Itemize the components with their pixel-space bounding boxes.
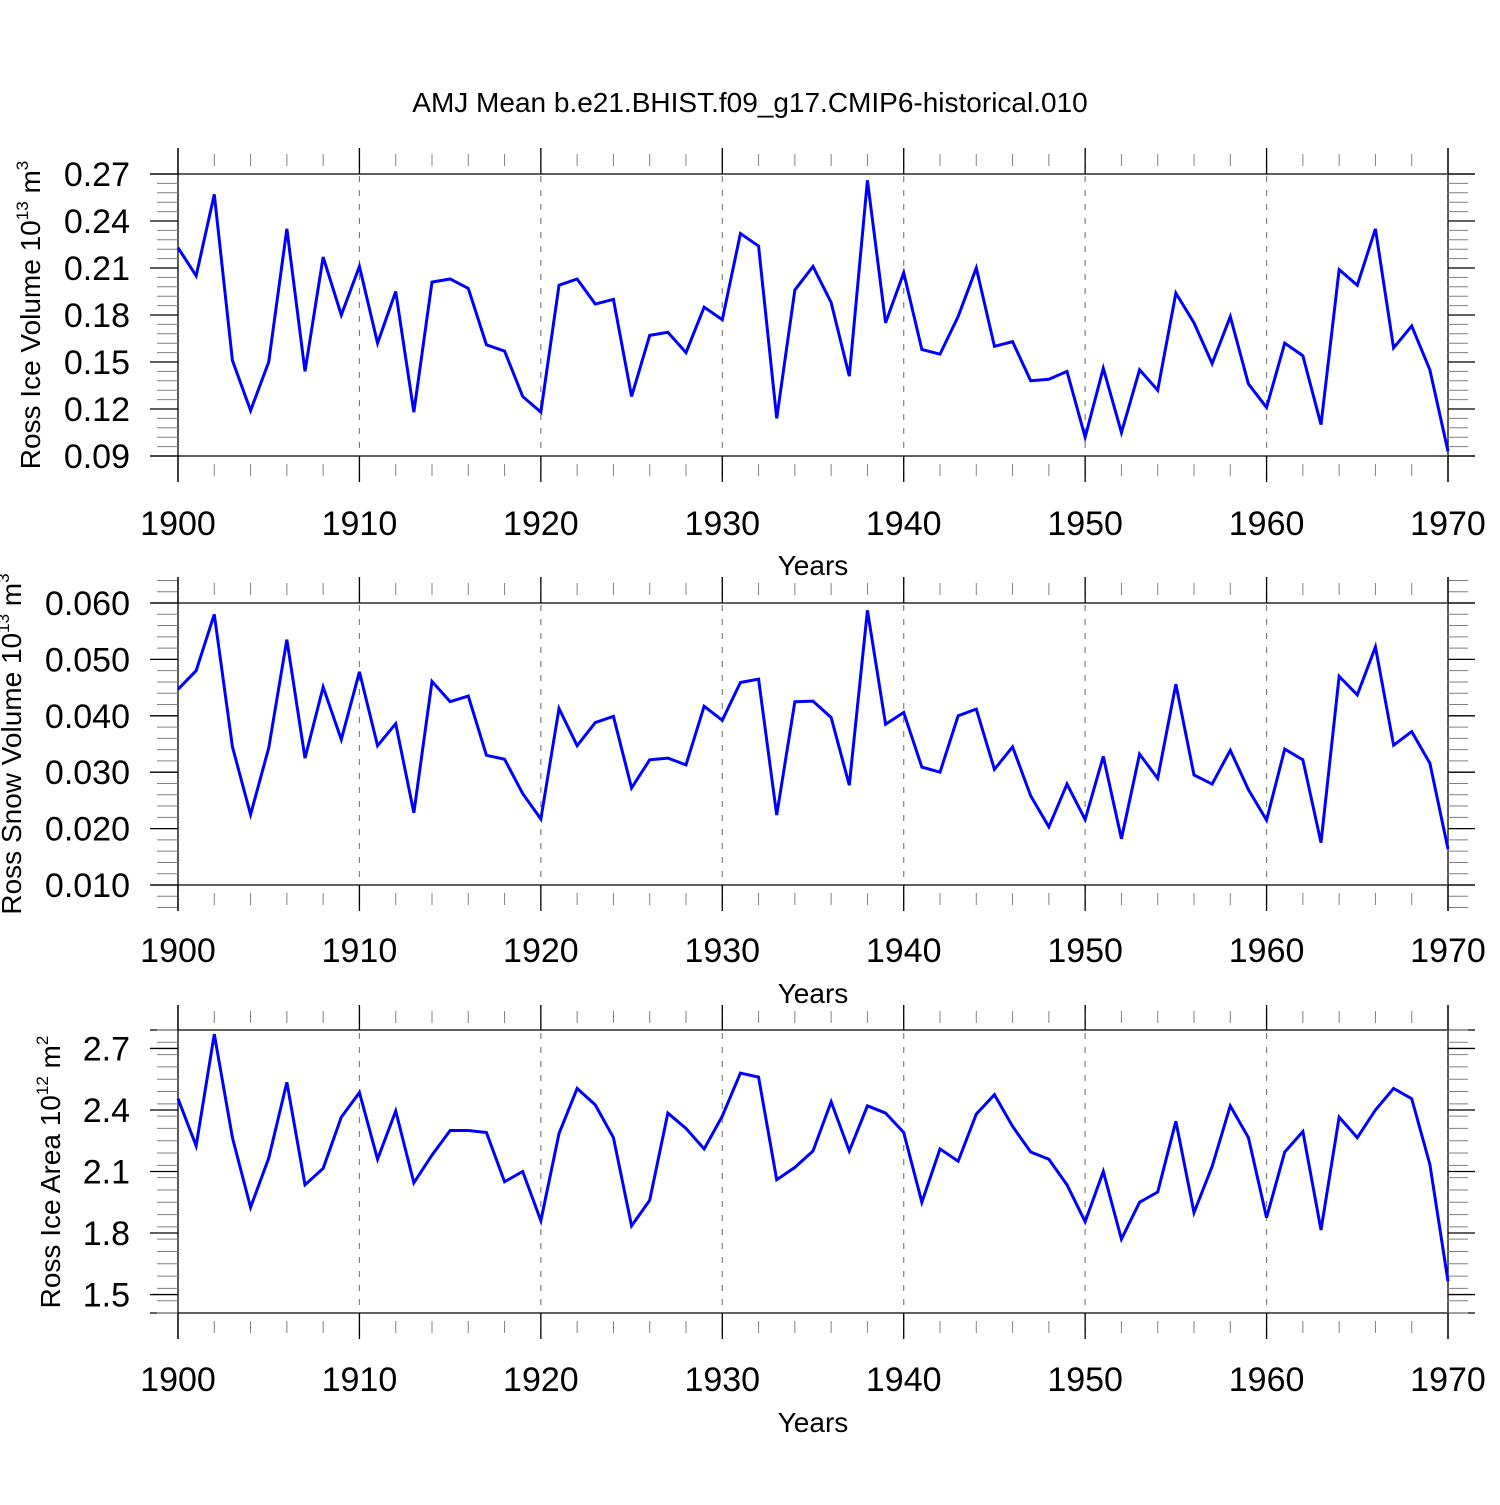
x-tick-label: 1940 [866, 505, 942, 543]
y-tick-label: 0.020 [45, 811, 130, 849]
x-axis-title: Years [778, 1407, 849, 1438]
y-tick-label: 2.7 [83, 1030, 130, 1068]
x-tick-label: 1920 [503, 932, 579, 970]
y-tick-label: 2.4 [83, 1092, 130, 1130]
y-axis-title: Ross Snow Volume 1013 m3 [0, 573, 27, 914]
x-tick-label: 1910 [322, 932, 398, 970]
x-tick-label: 1920 [503, 505, 579, 543]
y-axis-title-unit: m [0, 583, 27, 614]
x-tick-label: 1910 [322, 1361, 398, 1399]
y-tick-label: 2.1 [83, 1154, 130, 1192]
y-axis-title-base: Ross Ice Area 10 [35, 1095, 66, 1308]
y-tick-label: 0.010 [45, 867, 130, 905]
panels: 0.09 0.12 0.15 0.18 0.21 0.24 0.27 1900 1910 1920… [0, 148, 1486, 1438]
y-axis-title-exponent: 13 [0, 614, 13, 633]
y-axis-title-unit: m [15, 170, 46, 201]
x-tick-label: 1970 [1410, 505, 1486, 543]
y-axis-title-unit-exponent: 2 [33, 1036, 52, 1045]
x-tick-label: 1900 [140, 505, 216, 543]
y-tick-label: 0.09 [64, 438, 130, 476]
x-tick-label: 1970 [1410, 1361, 1486, 1399]
y-tick-label: 0.21 [64, 250, 130, 288]
y-tick-label: 0.24 [64, 203, 130, 241]
x-tick-label: 1960 [1229, 932, 1305, 970]
series-line-ross-ice-volume [178, 180, 1448, 451]
x-tick-label: 1930 [684, 932, 760, 970]
x-tick-label: 1940 [866, 932, 942, 970]
y-tick-label: 0.18 [64, 297, 130, 335]
x-tick-label: 1900 [140, 932, 216, 970]
series-line-ross-ice-area [178, 1034, 1448, 1281]
y-axis-title: Ross Ice Volume 1013 m3 [13, 161, 46, 470]
y-tick-label: 0.15 [64, 344, 130, 382]
y-axis-title-unit-exponent: 3 [0, 573, 13, 582]
y-tick-label: 0.27 [64, 156, 130, 194]
y-tick-label: 0.060 [45, 585, 130, 623]
y-tick-label: 1.5 [83, 1277, 130, 1315]
y-tick-label: 0.040 [45, 698, 130, 736]
y-tick-label: 0.12 [64, 391, 130, 429]
x-tick-label: 1950 [1047, 505, 1123, 543]
x-tick-label: 1950 [1047, 1361, 1123, 1399]
x-tick-label: 1900 [140, 1361, 216, 1399]
y-axis-title: Ross Ice Area 1012 m2 [33, 1036, 66, 1309]
x-tick-label: 1960 [1229, 1361, 1305, 1399]
y-tick-label: 0.050 [45, 641, 130, 679]
panel-3: 1.5 1.8 2.1 2.4 2.7 1900 1910 1920 1930 1940 1950 1… [33, 1005, 1486, 1438]
y-tick-label: 1.8 [83, 1215, 130, 1253]
y-tick-label: 0.030 [45, 754, 130, 792]
x-tick-label: 1940 [866, 1361, 942, 1399]
y-axis-title-unit-exponent: 3 [13, 161, 32, 170]
y-axis-title-exponent: 12 [33, 1076, 52, 1095]
panel-2: 0.010 0.020 0.030 0.040 0.050 0.060 1900 1910 19… [0, 573, 1486, 1009]
y-axis-title-exponent: 13 [13, 201, 32, 220]
x-tick-label: 1970 [1410, 932, 1486, 970]
x-tick-label: 1950 [1047, 932, 1123, 970]
x-axis-title: Years [778, 978, 849, 1009]
x-tick-label: 1910 [322, 505, 398, 543]
x-tick-label: 1920 [503, 1361, 579, 1399]
series-line-ross-snow-volume [178, 610, 1448, 849]
y-axis-title-base: Ross Snow Volume 10 [0, 633, 27, 915]
x-tick-label: 1930 [684, 505, 760, 543]
x-axis-title: Years [778, 550, 849, 581]
panel-1: 0.09 0.12 0.15 0.18 0.21 0.24 0.27 1900 1910 1920… [13, 148, 1486, 581]
x-tick-label: 1960 [1229, 505, 1305, 543]
y-axis-title-unit: m [35, 1045, 66, 1076]
y-axis-title-base: Ross Ice Volume 10 [15, 220, 46, 469]
figure-title: AMJ Mean b.e21.BHIST.f09_g17.CMIP6-histo… [412, 87, 1087, 118]
x-tick-label: 1930 [684, 1361, 760, 1399]
